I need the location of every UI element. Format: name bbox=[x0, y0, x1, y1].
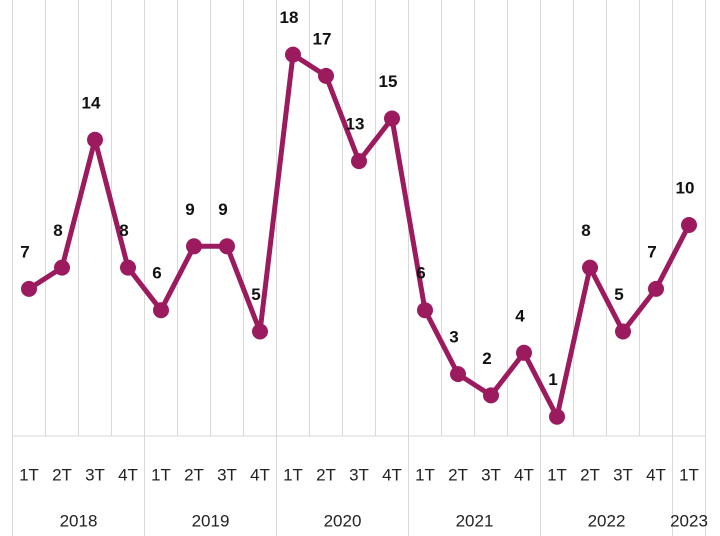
data-label: 9 bbox=[185, 200, 194, 219]
point bbox=[615, 323, 631, 340]
data-label: 8 bbox=[581, 221, 590, 240]
point bbox=[186, 238, 202, 255]
point bbox=[21, 280, 37, 297]
data-label: 8 bbox=[53, 221, 62, 240]
data-label: 4 bbox=[515, 306, 525, 325]
x-tick-label: 4T bbox=[382, 465, 402, 484]
point bbox=[318, 67, 334, 84]
x-tick-label: 4T bbox=[514, 465, 534, 484]
x-tick-label: 1T bbox=[19, 465, 39, 484]
x-tick-label: 1T bbox=[151, 465, 171, 484]
group-label: 2020 bbox=[324, 511, 362, 530]
data-label: 8 bbox=[119, 221, 128, 240]
group-label: 2018 bbox=[60, 511, 98, 530]
x-tick-label: 1T bbox=[679, 465, 699, 484]
data-label: 13 bbox=[346, 115, 365, 134]
point bbox=[120, 259, 136, 276]
point bbox=[153, 302, 169, 319]
point bbox=[582, 259, 598, 276]
group-label: 2021 bbox=[456, 511, 494, 530]
x-tick-label: 3T bbox=[481, 465, 501, 484]
point bbox=[417, 302, 433, 319]
data-label: 17 bbox=[313, 29, 332, 48]
x-tick-label: 3T bbox=[349, 465, 369, 484]
group-label: 2019 bbox=[192, 511, 230, 530]
x-tick-label: 4T bbox=[250, 465, 270, 484]
point bbox=[483, 387, 499, 404]
data-label: 14 bbox=[82, 93, 101, 112]
data-label: 7 bbox=[647, 242, 656, 261]
data-label: 6 bbox=[416, 264, 425, 283]
point bbox=[648, 280, 664, 297]
point bbox=[219, 238, 235, 255]
x-tick-label: 1T bbox=[547, 465, 567, 484]
data-label: 1 bbox=[548, 370, 557, 389]
x-tick-label: 3T bbox=[613, 465, 633, 484]
x-tick-label: 3T bbox=[85, 465, 105, 484]
data-label: 5 bbox=[614, 285, 623, 304]
x-tick-label: 2T bbox=[448, 465, 468, 484]
x-tick-label: 2T bbox=[316, 465, 336, 484]
point bbox=[252, 323, 268, 340]
point bbox=[54, 259, 70, 276]
data-label: 3 bbox=[449, 328, 458, 347]
point bbox=[681, 217, 697, 233]
group-label: 2023 bbox=[670, 511, 708, 530]
x-tick-label: 3T bbox=[217, 465, 237, 484]
x-tick-label: 2T bbox=[52, 465, 72, 484]
group-label: 2022 bbox=[588, 511, 626, 530]
data-label: 9 bbox=[218, 200, 227, 219]
data-label: 18 bbox=[280, 8, 299, 27]
x-tick-label: 2T bbox=[580, 465, 600, 484]
x-tick-label: 1T bbox=[283, 465, 303, 484]
point bbox=[87, 131, 103, 148]
point bbox=[549, 408, 565, 425]
data-label: 6 bbox=[152, 264, 161, 283]
x-tick-label: 4T bbox=[118, 465, 138, 484]
point bbox=[285, 46, 301, 63]
data-label: 7 bbox=[20, 242, 29, 261]
data-label: 2 bbox=[482, 349, 491, 368]
data-label: 5 bbox=[251, 285, 260, 304]
point bbox=[450, 366, 466, 383]
point bbox=[351, 153, 367, 170]
data-label: 15 bbox=[379, 72, 398, 91]
x-tick-label: 4T bbox=[646, 465, 666, 484]
point bbox=[516, 344, 532, 361]
point bbox=[384, 110, 400, 127]
data-label: 10 bbox=[676, 178, 695, 197]
x-tick-label: 1T bbox=[415, 465, 435, 484]
x-tick-label: 2T bbox=[184, 465, 204, 484]
